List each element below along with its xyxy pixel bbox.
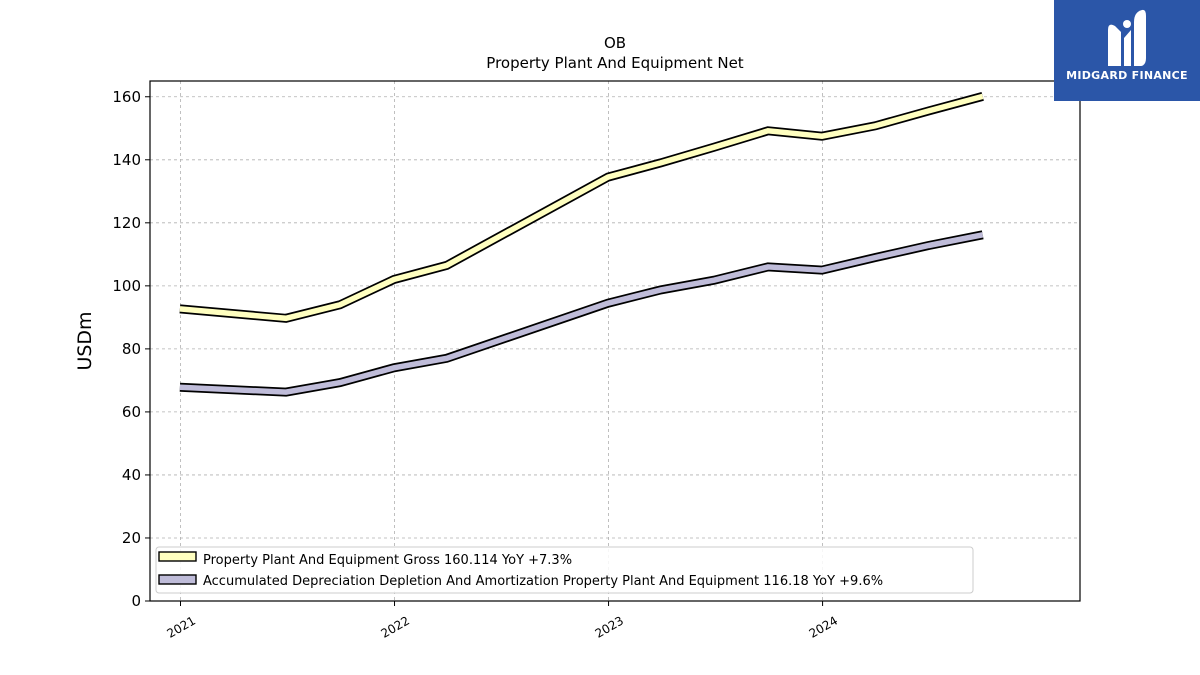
y-tick-label: 120: [112, 214, 141, 232]
y-tick-label: 140: [112, 151, 141, 169]
y-tick-label: 60: [122, 403, 141, 421]
y-tick-label: 160: [112, 88, 141, 106]
midgard-m-logo-icon: [1108, 9, 1146, 67]
series-layer: [179, 92, 984, 397]
legend-label-gross: Property Plant And Equipment Gross 160.1…: [203, 553, 572, 568]
y-tick-label: 20: [122, 529, 141, 547]
x-tick-label: 2021: [165, 613, 198, 640]
legend: Property Plant And Equipment Gross 160.1…: [155, 546, 974, 594]
x-axis-ticks: 2021 2022 2023 2024: [165, 601, 840, 641]
y-tick-label: 80: [122, 340, 141, 358]
grid: [150, 81, 1080, 602]
midgard-finance-logo: MIDGARD FINANCE: [1054, 0, 1200, 101]
chart-subtitle: Property Plant And Equipment Net: [486, 54, 743, 72]
y-tick-label: 40: [122, 466, 141, 484]
y-tick-label: 0: [131, 592, 141, 610]
legend-swatch-accumulated: [158, 574, 197, 585]
legend-label-accumulated: Accumulated Depreciation Depletion And A…: [203, 574, 883, 589]
x-tick-label: 2023: [593, 613, 626, 640]
series-line-1: [179, 232, 984, 395]
y-tick-label: 100: [112, 277, 141, 295]
series-line-0: [179, 93, 984, 322]
chart-title: OB: [604, 34, 626, 52]
legend-swatch-gross: [158, 551, 197, 562]
y-axis-ticks: 0 20 40 60 80 100 120 140 160: [112, 88, 150, 610]
plot-frame: [149, 80, 1081, 602]
x-tick-label: 2024: [807, 613, 840, 640]
logo-text: MIDGARD FINANCE: [1066, 69, 1188, 82]
legend-box: [155, 546, 974, 594]
x-tick-label: 2022: [379, 613, 412, 640]
y-axis-label: USDm: [74, 311, 96, 370]
